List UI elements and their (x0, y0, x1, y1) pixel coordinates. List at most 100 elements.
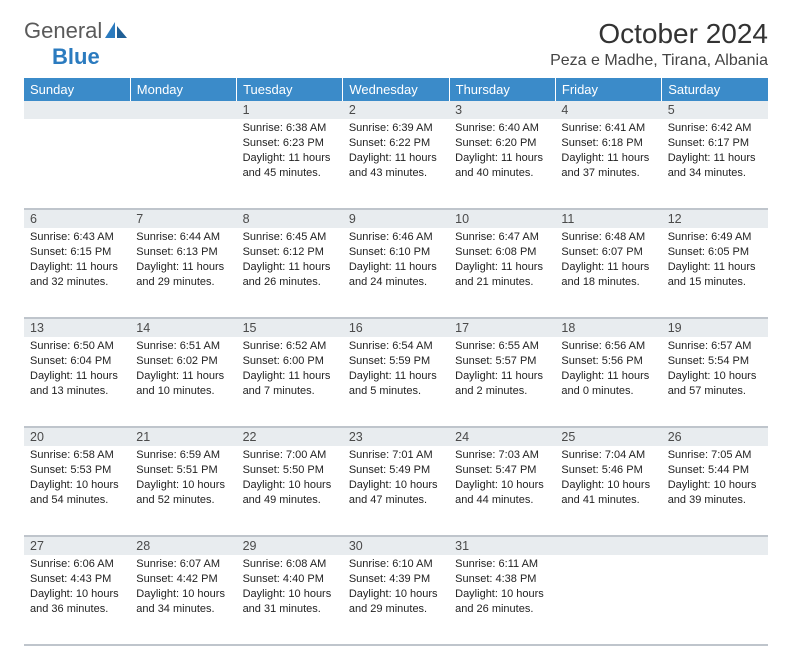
day1-text: Daylight: 11 hours (455, 151, 549, 166)
sunset-text: Sunset: 5:54 PM (668, 354, 762, 369)
day-number-cell: 21 (130, 427, 236, 446)
daynum-row: 2728293031 (24, 536, 768, 555)
day-cell: Sunrise: 6:57 AMSunset: 5:54 PMDaylight:… (662, 337, 768, 427)
day-cell: Sunrise: 6:46 AMSunset: 6:10 PMDaylight:… (343, 228, 449, 318)
day-cell: Sunrise: 7:05 AMSunset: 5:44 PMDaylight:… (662, 446, 768, 536)
day1-text: Daylight: 11 hours (349, 260, 443, 275)
sunrise-text: Sunrise: 6:45 AM (243, 230, 337, 245)
day-number-cell: 3 (449, 101, 555, 119)
sunset-text: Sunset: 5:44 PM (668, 463, 762, 478)
day2-text: and 7 minutes. (243, 384, 337, 399)
day-number-cell: 1 (237, 101, 343, 119)
day-number-cell: 22 (237, 427, 343, 446)
day-cell: Sunrise: 7:01 AMSunset: 5:49 PMDaylight:… (343, 446, 449, 536)
day2-text: and 15 minutes. (668, 275, 762, 290)
day-cell: Sunrise: 6:42 AMSunset: 6:17 PMDaylight:… (662, 119, 768, 209)
day-cell: Sunrise: 6:54 AMSunset: 5:59 PMDaylight:… (343, 337, 449, 427)
day2-text: and 52 minutes. (136, 493, 230, 508)
sunrise-text: Sunrise: 7:00 AM (243, 448, 337, 463)
day2-text: and 24 minutes. (349, 275, 443, 290)
day-header-row: Sunday Monday Tuesday Wednesday Thursday… (24, 78, 768, 101)
day-number-cell: 12 (662, 209, 768, 228)
sunset-text: Sunset: 4:39 PM (349, 572, 443, 587)
day2-text: and 45 minutes. (243, 166, 337, 181)
day2-text: and 26 minutes. (243, 275, 337, 290)
day2-text: and 39 minutes. (668, 493, 762, 508)
title-block: October 2024 Peza e Madhe, Tirana, Alban… (550, 18, 768, 70)
day-cell (130, 119, 236, 209)
sunset-text: Sunset: 4:43 PM (30, 572, 124, 587)
day-number-cell: 27 (24, 536, 130, 555)
logo: General Blue (24, 18, 129, 70)
day-cell: Sunrise: 6:50 AMSunset: 6:04 PMDaylight:… (24, 337, 130, 427)
day-number-cell: 30 (343, 536, 449, 555)
logo-sail-icon (105, 22, 129, 43)
day2-text: and 47 minutes. (349, 493, 443, 508)
sunrise-text: Sunrise: 6:51 AM (136, 339, 230, 354)
day2-text: and 41 minutes. (561, 493, 655, 508)
sunrise-text: Sunrise: 6:39 AM (349, 121, 443, 136)
day2-text: and 54 minutes. (30, 493, 124, 508)
day-cell: Sunrise: 6:43 AMSunset: 6:15 PMDaylight:… (24, 228, 130, 318)
day1-text: Daylight: 10 hours (136, 587, 230, 602)
day2-text: and 44 minutes. (455, 493, 549, 508)
sunset-text: Sunset: 6:18 PM (561, 136, 655, 151)
sunset-text: Sunset: 6:22 PM (349, 136, 443, 151)
day-number-cell: 31 (449, 536, 555, 555)
day1-text: Daylight: 10 hours (349, 587, 443, 602)
day1-text: Daylight: 11 hours (668, 151, 762, 166)
sunset-text: Sunset: 6:23 PM (243, 136, 337, 151)
sunrise-text: Sunrise: 6:08 AM (243, 557, 337, 572)
day-number-cell: 26 (662, 427, 768, 446)
sunset-text: Sunset: 6:02 PM (136, 354, 230, 369)
day2-text: and 37 minutes. (561, 166, 655, 181)
day1-text: Daylight: 10 hours (455, 587, 549, 602)
sunset-text: Sunset: 4:40 PM (243, 572, 337, 587)
sunrise-text: Sunrise: 6:47 AM (455, 230, 549, 245)
day1-text: Daylight: 11 hours (561, 260, 655, 275)
sunrise-text: Sunrise: 6:06 AM (30, 557, 124, 572)
day-cell: Sunrise: 7:03 AMSunset: 5:47 PMDaylight:… (449, 446, 555, 536)
day-cell: Sunrise: 6:07 AMSunset: 4:42 PMDaylight:… (130, 555, 236, 645)
day2-text: and 34 minutes. (668, 166, 762, 181)
day2-text: and 40 minutes. (455, 166, 549, 181)
day-header: Tuesday (237, 78, 343, 101)
week-row: Sunrise: 6:38 AMSunset: 6:23 PMDaylight:… (24, 119, 768, 209)
day1-text: Daylight: 11 hours (561, 151, 655, 166)
sunrise-text: Sunrise: 7:01 AM (349, 448, 443, 463)
sunrise-text: Sunrise: 6:43 AM (30, 230, 124, 245)
sunrise-text: Sunrise: 6:55 AM (455, 339, 549, 354)
day-cell: Sunrise: 6:56 AMSunset: 5:56 PMDaylight:… (555, 337, 661, 427)
day1-text: Daylight: 11 hours (136, 260, 230, 275)
sunrise-text: Sunrise: 6:57 AM (668, 339, 762, 354)
day-number-cell (24, 101, 130, 119)
day1-text: Daylight: 10 hours (30, 478, 124, 493)
day-header: Thursday (449, 78, 555, 101)
day-header: Wednesday (343, 78, 449, 101)
day1-text: Daylight: 10 hours (561, 478, 655, 493)
sunrise-text: Sunrise: 6:42 AM (668, 121, 762, 136)
day2-text: and 31 minutes. (243, 602, 337, 617)
day-number-cell: 8 (237, 209, 343, 228)
day-number-cell (662, 536, 768, 555)
day-number-cell: 17 (449, 318, 555, 337)
day1-text: Daylight: 10 hours (243, 478, 337, 493)
day1-text: Daylight: 10 hours (30, 587, 124, 602)
day-cell: Sunrise: 7:04 AMSunset: 5:46 PMDaylight:… (555, 446, 661, 536)
daynum-row: 12345 (24, 101, 768, 119)
day-cell: Sunrise: 6:58 AMSunset: 5:53 PMDaylight:… (24, 446, 130, 536)
day2-text: and 29 minutes. (349, 602, 443, 617)
sunset-text: Sunset: 6:00 PM (243, 354, 337, 369)
day1-text: Daylight: 10 hours (668, 369, 762, 384)
day2-text: and 5 minutes. (349, 384, 443, 399)
sunset-text: Sunset: 6:17 PM (668, 136, 762, 151)
sunset-text: Sunset: 6:20 PM (455, 136, 549, 151)
day-cell: Sunrise: 6:08 AMSunset: 4:40 PMDaylight:… (237, 555, 343, 645)
day2-text: and 34 minutes. (136, 602, 230, 617)
day-header: Friday (555, 78, 661, 101)
day2-text: and 13 minutes. (30, 384, 124, 399)
sunset-text: Sunset: 6:04 PM (30, 354, 124, 369)
day-number-cell: 9 (343, 209, 449, 228)
day-number-cell: 10 (449, 209, 555, 228)
sunset-text: Sunset: 6:07 PM (561, 245, 655, 260)
